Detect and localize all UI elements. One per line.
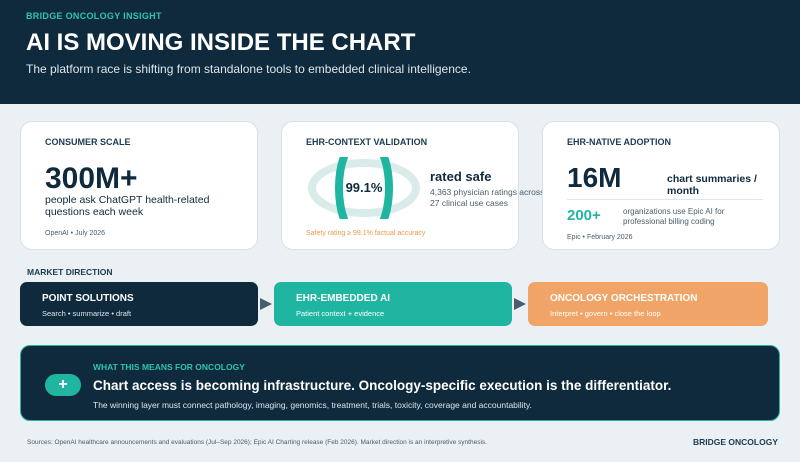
source: Epic • February 2026 — [567, 234, 633, 241]
callout-kicker: WHAT THIS MEANS FOR ONCOLOGY — [93, 362, 245, 372]
arrow — [260, 298, 272, 310]
callout: + WHAT THIS MEANS FOR ONCOLOGY Chart acc… — [20, 345, 780, 421]
secondary-text: organizations use Epic AI for profession… — [623, 207, 725, 226]
ring-label: 99.1% — [345, 180, 383, 195]
step-text: Patient context + evidence — [296, 309, 385, 318]
step-text: Interpret • govern • close the loop — [550, 309, 661, 318]
callout-headline: Chart access is becoming infrastructure.… — [93, 378, 672, 393]
arrow — [514, 298, 526, 310]
callout-text: The winning layer must connect pathology… — [93, 400, 532, 410]
note: Safety rating ≥ 99.1% factual accuracy — [306, 230, 426, 237]
sources: Sources: OpenAI healthcare announcements… — [27, 439, 487, 446]
stat-text: 4,363 physician ratings across 27 clinic… — [430, 187, 545, 208]
stat-label: chart summaries / month — [667, 173, 757, 197]
step: ONCOLOGY ORCHESTRATION Interpret • gover… — [528, 282, 768, 326]
header: BRIDGE ONCOLOGY INSIGHT AI IS MOVING INS… — [0, 0, 800, 104]
card: EHR-NATIVE ADOPTION 16M chart summaries … — [542, 121, 780, 250]
card-title: EHR-NATIVE ADOPTION — [567, 137, 672, 147]
ring-track — [308, 159, 420, 217]
kicker: BRIDGE ONCOLOGY INSIGHT — [26, 11, 162, 21]
title: AI IS MOVING INSIDE THE CHART — [26, 29, 416, 56]
secondary-stat: 200+ — [567, 207, 601, 224]
card-title: EHR-CONTEXT VALIDATION — [306, 137, 428, 147]
card: CONSUMER SCALE 300M+ people ask ChatGPT … — [20, 121, 258, 250]
step-title: EHR-EMBEDDED AI — [296, 293, 391, 304]
source: OpenAI • July 2026 — [45, 230, 106, 237]
brand: BRIDGE ONCOLOGY — [692, 437, 778, 447]
section-label: MARKET DIRECTION — [27, 267, 113, 277]
stat-text: people ask ChatGPT health-related questi… — [45, 194, 210, 218]
card-title: CONSUMER SCALE — [45, 137, 131, 147]
subtitle: The platform race is shifting from stand… — [26, 62, 471, 76]
ring-arc — [335, 157, 393, 219]
callout-icon: + — [45, 374, 81, 396]
card: EHR-CONTEXT VALIDATION 99.1% rated safe … — [281, 121, 544, 250]
stat: 300M+ — [45, 162, 138, 195]
step-title: ONCOLOGY ORCHESTRATION — [550, 293, 698, 304]
stat: rated safe — [430, 169, 492, 184]
stat: 16M — [567, 162, 622, 193]
step-text: Search • summarize • draft — [42, 309, 132, 318]
ring — [308, 157, 420, 219]
divider — [567, 199, 763, 200]
step-title: POINT SOLUTIONS — [42, 293, 134, 304]
step: POINT SOLUTIONS Search • summarize • dra… — [20, 282, 258, 326]
step: EHR-EMBEDDED AI Patient context + eviden… — [274, 282, 512, 326]
